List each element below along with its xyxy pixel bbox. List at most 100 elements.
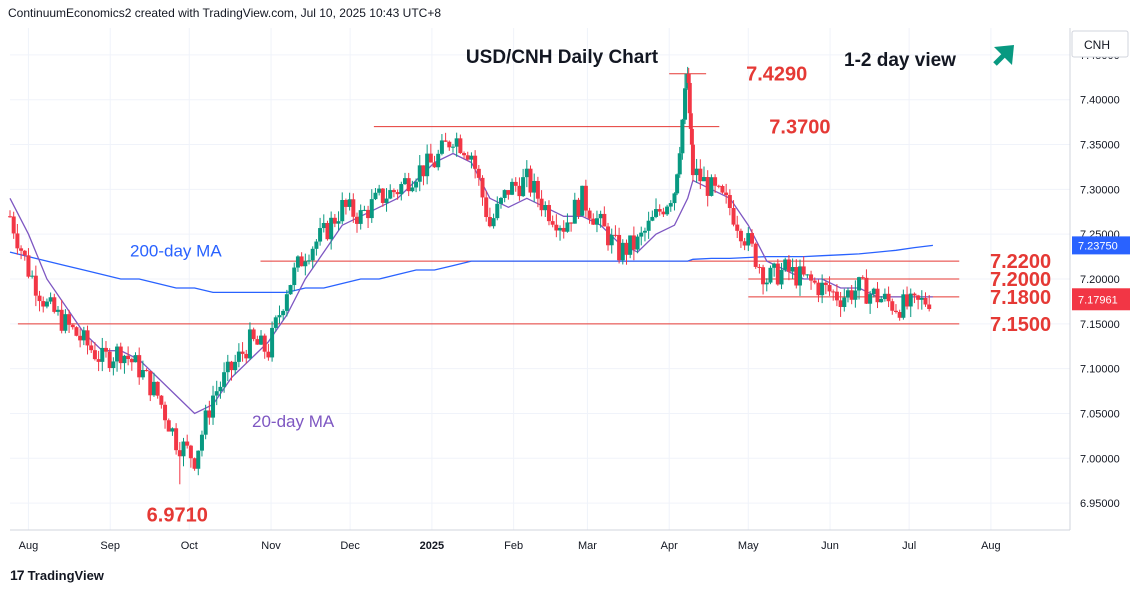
candle-body <box>535 180 540 199</box>
candle-body <box>255 339 260 345</box>
candle-body <box>262 335 267 352</box>
y-tick-label: 7.20000 <box>1080 274 1120 286</box>
candle-body <box>395 192 400 195</box>
candle-body <box>218 386 223 392</box>
candle-body <box>299 256 304 267</box>
level-label: 7.4290 <box>746 64 807 86</box>
candle-body <box>783 259 788 270</box>
candle-body <box>594 218 599 225</box>
candle-body <box>174 428 179 451</box>
candle-body <box>100 347 105 362</box>
candle-body <box>709 177 714 196</box>
candle-body <box>259 335 264 345</box>
candle-body <box>823 282 828 285</box>
candle-body <box>617 234 622 261</box>
candle-body <box>476 168 481 178</box>
candle-body <box>380 188 385 203</box>
candle-body <box>587 210 592 219</box>
candle-body <box>702 177 707 182</box>
candle-body <box>860 277 865 279</box>
level-label: 7.3700 <box>769 117 830 139</box>
candle-body <box>845 290 850 298</box>
candle-body <box>905 294 910 307</box>
candle-body <box>148 371 153 396</box>
candle-body <box>155 381 160 396</box>
candle-body <box>735 224 740 231</box>
candle-body <box>690 144 695 176</box>
candle-body <box>565 222 570 232</box>
candle-body <box>425 153 430 177</box>
candle-body <box>879 299 884 303</box>
tradingview-logo[interactable]: 17 TradingView <box>10 567 104 583</box>
candle-body <box>406 178 411 192</box>
candle-body <box>177 450 182 457</box>
ma200-label: 200-day MA <box>130 242 222 261</box>
candle-body <box>188 445 193 459</box>
candle-body <box>103 347 108 352</box>
candle-body <box>436 153 441 168</box>
candle-body <box>816 282 821 296</box>
candle-body <box>11 216 16 234</box>
candle-body <box>203 410 208 435</box>
candle-body <box>609 234 614 246</box>
candle-body <box>137 355 142 378</box>
candle-body <box>229 361 234 371</box>
x-tick-label: 2025 <box>420 540 444 552</box>
candle-body <box>797 266 802 286</box>
candle-body <box>92 350 97 360</box>
candle-body <box>44 301 49 307</box>
symbol-badge[interactable]: CNH <box>1071 30 1129 58</box>
candle-body <box>724 192 729 196</box>
candle-body <box>33 275 38 296</box>
candle-body <box>358 210 363 224</box>
candle-body <box>753 243 758 267</box>
candle-body <box>19 248 24 251</box>
candle-body <box>927 304 932 310</box>
candle-body <box>126 355 131 359</box>
candle-body <box>768 267 773 283</box>
y-tick-label: 7.30000 <box>1080 184 1120 196</box>
level-label: 7.2000 <box>990 269 1051 291</box>
candle-body <box>672 193 677 204</box>
candle-body <box>181 441 186 457</box>
candle-body <box>827 284 832 292</box>
candle-body <box>439 140 444 154</box>
x-tick-label: Aug <box>981 540 1001 552</box>
candle-body <box>650 216 655 221</box>
candle-body <box>325 222 330 240</box>
candle-body <box>550 221 555 225</box>
candle-body <box>893 310 898 313</box>
ma20-label: 20-day MA <box>252 412 335 431</box>
candle-body <box>52 297 57 312</box>
candle-body <box>295 256 300 268</box>
candle-body <box>236 351 241 362</box>
candle-body <box>399 184 404 195</box>
candle-body <box>727 195 732 209</box>
candle-body <box>151 381 156 396</box>
candle-body <box>849 290 854 300</box>
candle-body <box>307 260 312 262</box>
candle-body <box>414 181 419 188</box>
candle-body <box>683 88 688 120</box>
candle-body <box>402 178 407 185</box>
candle-body <box>207 410 212 418</box>
candle-body <box>89 345 94 351</box>
candle-body <box>513 181 518 186</box>
candle-body <box>321 222 326 229</box>
candle-body <box>458 138 463 154</box>
y-tick-label: 7.35000 <box>1080 140 1120 152</box>
candle-body <box>26 255 31 277</box>
candle-body <box>362 209 367 211</box>
candle-body <box>244 353 249 359</box>
candle-body <box>78 335 83 341</box>
y-tick-label: 7.00000 <box>1080 453 1120 465</box>
candle-body <box>546 205 551 222</box>
candle-body <box>111 361 116 369</box>
candle-body <box>214 391 219 396</box>
ma200-last-value-badge <box>1072 236 1130 255</box>
candle-body <box>498 197 503 204</box>
candle-body <box>680 119 685 154</box>
candle-body <box>67 314 72 325</box>
candle-body <box>694 168 699 176</box>
